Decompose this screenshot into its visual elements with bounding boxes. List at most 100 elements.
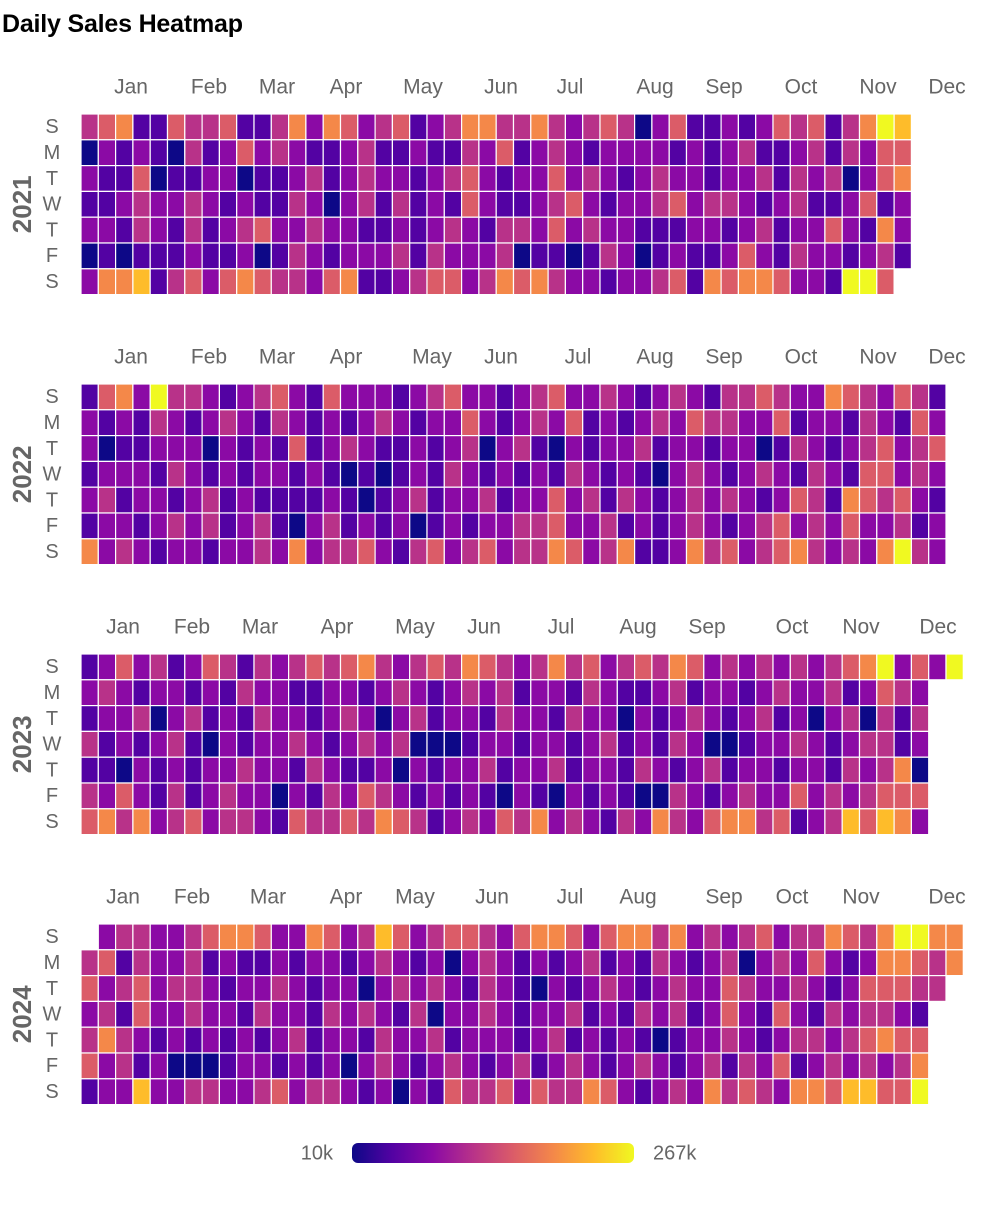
heatmap-cell: [789, 653, 809, 681]
heatmap-cell: [703, 486, 722, 514]
heatmap-cell: [599, 808, 618, 836]
heatmap-cell: [184, 949, 203, 977]
heatmap-cell: [720, 383, 739, 411]
heatmap-cell: [391, 949, 411, 977]
heatmap-cell: [910, 512, 930, 540]
heatmap-cell: [149, 486, 169, 514]
heatmap-cell: [236, 383, 255, 411]
heatmap-cell: [201, 512, 221, 540]
heatmap-cell: [391, 1052, 411, 1080]
heatmap-cell: [720, 113, 739, 141]
heatmap-cell: [461, 486, 480, 514]
heatmap-cell: [253, 974, 272, 1002]
heatmap-cell: [391, 538, 411, 566]
heatmap-cell: [253, 409, 272, 437]
heatmap-cell: [409, 242, 428, 270]
heatmap-cell: [218, 190, 238, 218]
heatmap-cell: [685, 1000, 705, 1028]
heatmap-cell: [599, 1000, 618, 1028]
heatmap-cell: [426, 730, 445, 758]
heatmap-cell: [668, 460, 688, 488]
heatmap-cell: [409, 808, 428, 836]
heatmap-cell: [374, 1026, 394, 1054]
heatmap-cell: [132, 486, 151, 514]
heatmap-cell: [270, 1026, 290, 1054]
heatmap-cell: [858, 1078, 878, 1106]
heatmap-cell: [374, 679, 394, 707]
heatmap-cell: [547, 383, 566, 411]
heatmap-cell: [685, 808, 705, 836]
heatmap-cell: [789, 808, 809, 836]
heatmap-cell: [322, 435, 342, 463]
heatmap-cell: [651, 383, 670, 411]
heatmap-cell: [633, 782, 653, 810]
heatmap-cell: [184, 435, 203, 463]
month-label: Jan: [106, 616, 140, 639]
heatmap-cell: [132, 512, 151, 540]
heatmap-cell: [97, 383, 117, 411]
heatmap-cell: [668, 190, 688, 218]
heatmap-cell: [668, 1052, 688, 1080]
heatmap-cell: [218, 923, 238, 951]
weekday-label: W: [43, 194, 62, 216]
heatmap-cell: [166, 216, 186, 244]
heatmap-cell: [651, 923, 670, 951]
heatmap-cell: [288, 242, 307, 270]
month-label: Oct: [785, 76, 818, 99]
heatmap-cell: [322, 782, 342, 810]
heatmap-cell: [703, 756, 722, 784]
heatmap-cell: [305, 268, 324, 296]
heatmap-cell: [201, 486, 221, 514]
heatmap-cell: [737, 1078, 757, 1106]
heatmap-cell: [184, 113, 203, 141]
heatmap-cell: [114, 808, 134, 836]
heatmap-cell: [114, 756, 134, 784]
heatmap-cell: [806, 704, 826, 732]
heatmap-cell: [391, 730, 411, 758]
heatmap-cell: [876, 949, 895, 977]
heatmap-cell: [478, 409, 497, 437]
month-label: Apr: [330, 76, 363, 99]
heatmap-cell: [426, 242, 445, 270]
heatmap-cell: [114, 974, 134, 1002]
heatmap-cell: [443, 486, 463, 514]
heatmap-cell: [893, 538, 912, 566]
month-label: Feb: [174, 616, 210, 639]
heatmap-cell: [910, 923, 930, 951]
heatmap-cell: [80, 1026, 99, 1054]
heatmap-cell: [391, 704, 411, 732]
heatmap-cell: [218, 486, 238, 514]
heatmap-cell: [651, 704, 670, 732]
weekday-label: T: [46, 438, 58, 460]
heatmap-cell: [80, 242, 99, 270]
heatmap-cell: [357, 1000, 376, 1028]
heatmap-cell: [495, 949, 515, 977]
heatmap-cell: [910, 756, 930, 784]
heatmap-cell: [339, 1026, 359, 1054]
heatmap-cell: [668, 165, 688, 193]
heatmap-cell: [806, 782, 826, 810]
heatmap-cell: [530, 808, 549, 836]
heatmap-cell: [461, 190, 480, 218]
heatmap-cell: [132, 460, 151, 488]
heatmap-cell: [80, 1000, 99, 1028]
heatmap-cell: [616, 1078, 636, 1106]
heatmap-cell: [841, 190, 861, 218]
heatmap-cell: [512, 1052, 532, 1080]
heatmap-cell: [582, 782, 601, 810]
heatmap-cell: [114, 679, 134, 707]
heatmap-cell: [305, 460, 324, 488]
heatmap-cell: [478, 139, 497, 167]
heatmap-cell: [218, 538, 238, 566]
heatmap-cell: [772, 679, 791, 707]
heatmap-cell: [149, 538, 169, 566]
heatmap-cell: [824, 113, 843, 141]
heatmap-cell: [218, 704, 238, 732]
heatmap-cell: [426, 538, 445, 566]
heatmap-cell: [737, 1026, 757, 1054]
heatmap-cell: [547, 139, 566, 167]
heatmap-cell: [616, 113, 636, 141]
heatmap-cell: [737, 679, 757, 707]
heatmap-cell: [841, 1078, 861, 1106]
heatmap-cell: [530, 730, 549, 758]
